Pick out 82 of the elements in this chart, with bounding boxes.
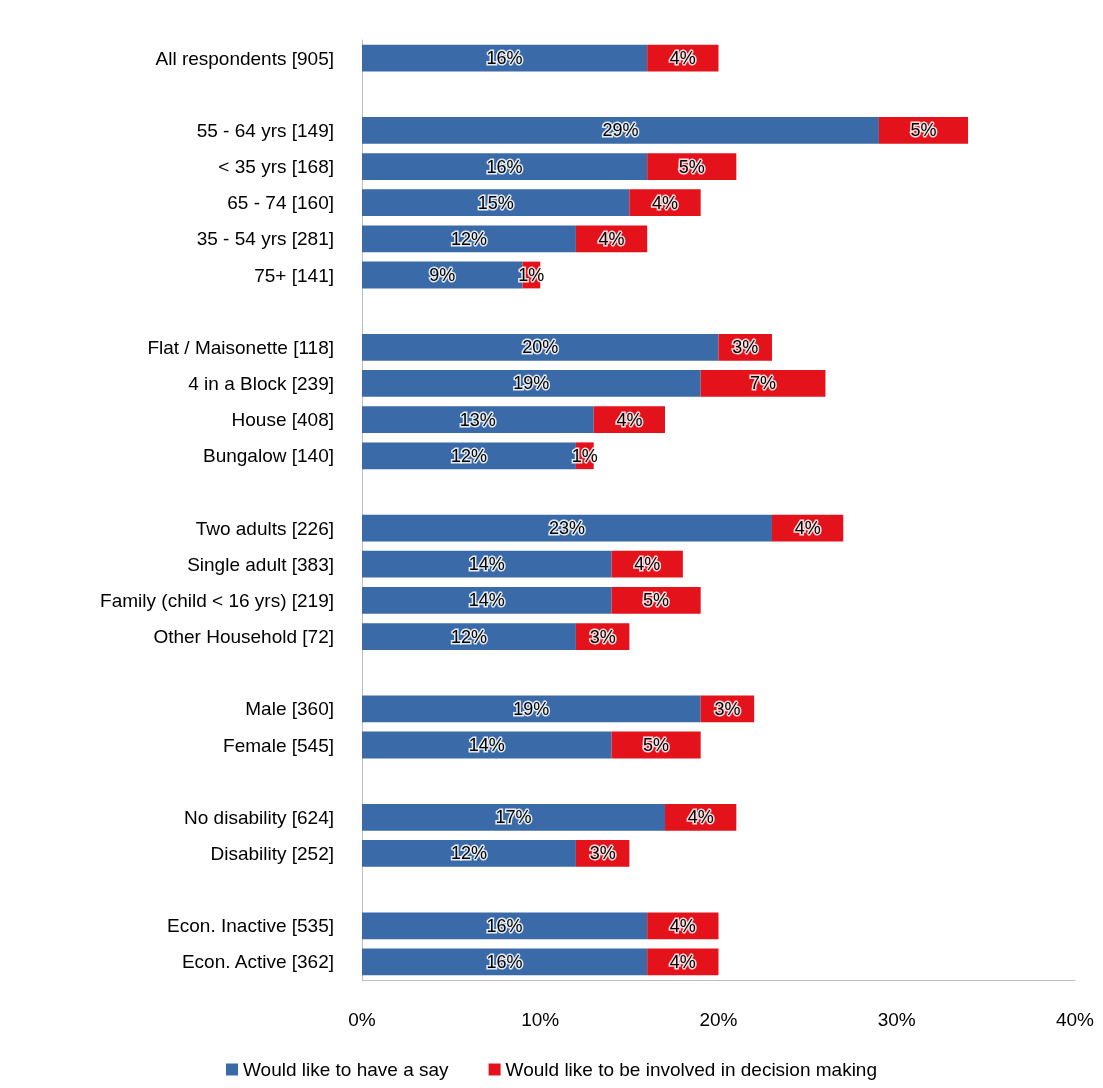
bar [362, 44, 648, 72]
bar [362, 117, 879, 144]
x-tick-label: 0% [348, 1009, 376, 1030]
y-tick-label: Male [360] [245, 698, 334, 720]
y-tick-label: 55 - 64 yrs [149] [196, 119, 334, 141]
data-label: 4% [616, 409, 643, 430]
legend-label: Would like to have a say [243, 1059, 450, 1080]
data-label: 3% [714, 698, 741, 719]
data-label: 4% [669, 915, 696, 936]
data-label: 3% [589, 626, 616, 647]
data-label: 4% [687, 807, 714, 828]
data-label: 9% [429, 265, 456, 285]
data-label: 3% [589, 843, 616, 864]
data-label: 16% [486, 915, 523, 936]
data-label: 12% [450, 843, 487, 864]
y-tick-label: Bungalow [140] [203, 445, 334, 467]
data-label: 16% [486, 951, 523, 972]
bar [362, 370, 701, 397]
y-tick-label: No disability [624] [184, 806, 334, 828]
data-label: 29% [602, 120, 639, 141]
data-label: 15% [477, 192, 514, 213]
bar [362, 948, 648, 976]
y-tick-label: Econ. Active [362] [181, 951, 334, 973]
bar [362, 840, 576, 867]
x-tick-label: 40% [1055, 1009, 1095, 1030]
bar [362, 225, 576, 253]
data-label: 5% [643, 590, 670, 611]
data-label: 14% [468, 590, 505, 611]
y-tick-label: All respondents [905] [155, 47, 334, 69]
data-label: 12% [450, 445, 487, 466]
data-label: 12% [450, 228, 487, 249]
data-label: 4% [598, 228, 625, 249]
data-label: 19% [513, 698, 550, 719]
y-tick-label: 75+ [141] [254, 264, 334, 286]
data-label: 5% [910, 120, 937, 141]
data-label: 4% [634, 554, 661, 575]
data-label: 23% [548, 518, 585, 539]
bar [362, 803, 666, 831]
bar [362, 695, 701, 723]
y-tick-label: House [408] [231, 409, 334, 431]
data-label: 4% [652, 192, 679, 213]
y-tick-label: 65 - 74 [160] [227, 192, 334, 214]
data-label: 5% [643, 735, 670, 755]
data-label: 16% [486, 48, 523, 69]
x-tick-label: 10% [521, 1009, 560, 1030]
data-label: 19% [513, 373, 550, 394]
y-tick-label: Female [545] [223, 734, 334, 756]
bar [362, 153, 648, 180]
bar [362, 912, 648, 940]
bar [362, 623, 576, 650]
y-tick-label: 4 in a Block [239] [188, 372, 334, 394]
y-tick-label: Flat / Maisonette [118] [147, 336, 334, 358]
y-tick-label: Two adults [226] [195, 517, 334, 539]
bar [362, 189, 630, 217]
x-tick-label: 20% [699, 1009, 738, 1030]
y-tick-label: Econ. Inactive [535] [167, 915, 334, 937]
y-tick-label: Single adult [383] [187, 553, 334, 575]
data-label: 20% [522, 337, 559, 358]
data-label: 7% [750, 373, 777, 394]
y-tick-label: Other Household [72] [153, 626, 334, 648]
bar [362, 514, 772, 542]
data-label: 14% [468, 554, 505, 575]
legend-label: Would like to be involved in decision making [505, 1059, 878, 1080]
data-label: 12% [450, 626, 487, 647]
data-label: 4% [669, 48, 696, 69]
bar [362, 406, 594, 433]
data-label: 16% [486, 156, 523, 177]
y-tick-label: 35 - 54 yrs [281] [196, 228, 334, 250]
y-tick-label: Family (child < 16 yrs) [219] [100, 589, 334, 611]
data-label: 5% [678, 156, 705, 177]
data-label: 3% [732, 337, 759, 358]
data-label: 14% [468, 735, 505, 755]
data-label: 17% [495, 807, 532, 828]
x-tick-label: 30% [877, 1009, 916, 1030]
data-label: 4% [669, 951, 696, 972]
y-tick-label: < 35 yrs [168] [218, 156, 334, 178]
bar [362, 333, 719, 361]
bar [362, 550, 612, 578]
bar [362, 587, 612, 614]
data-label: 13% [459, 409, 496, 430]
y-tick-label: Disability [252] [210, 842, 334, 864]
data-label: 4% [794, 518, 821, 539]
